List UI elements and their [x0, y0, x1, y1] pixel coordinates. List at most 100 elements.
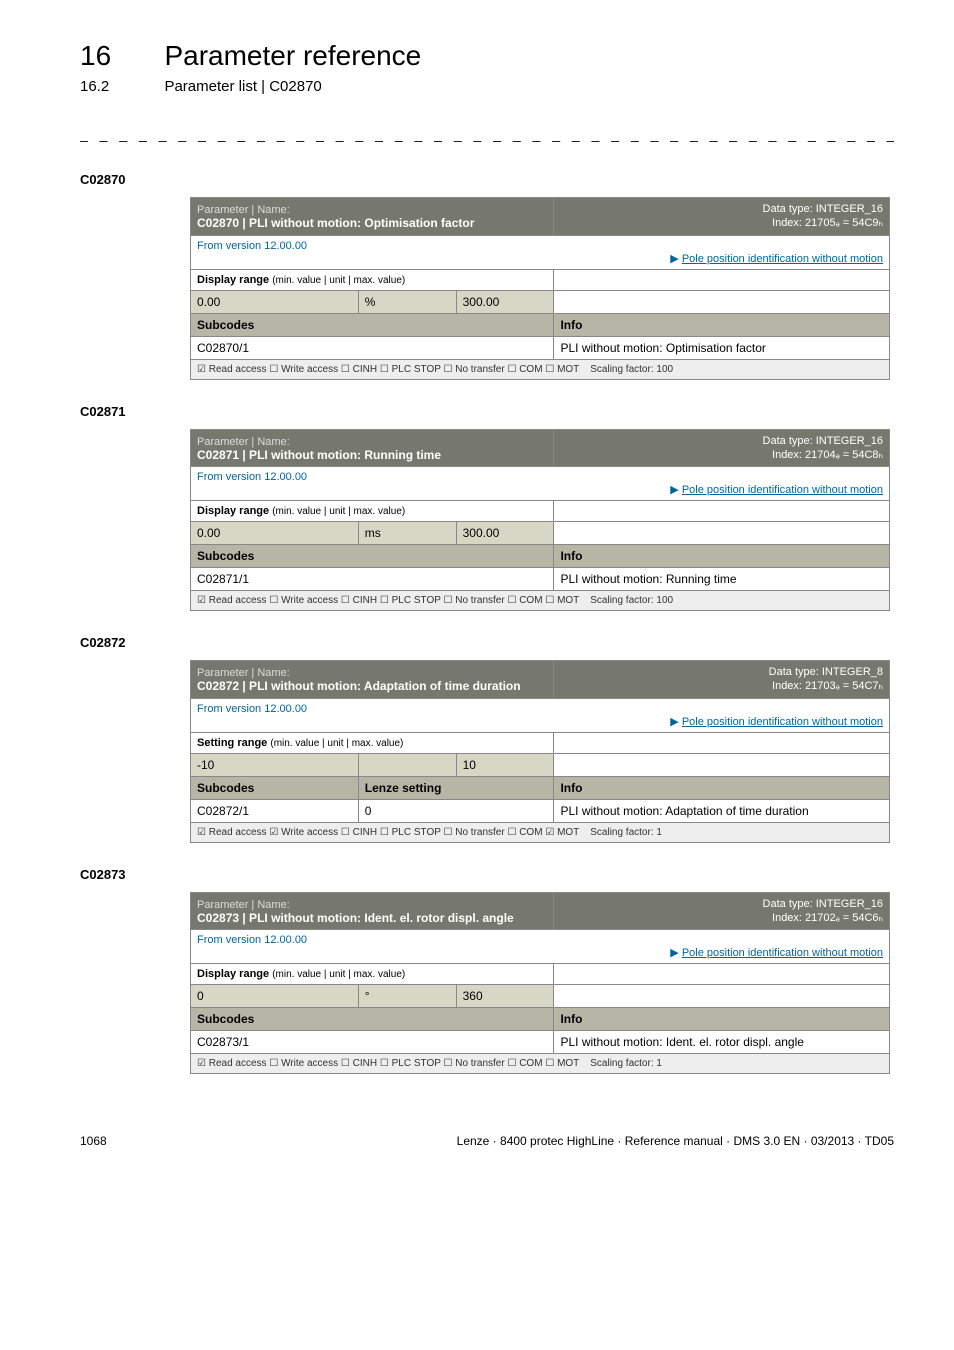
max-value: 10	[456, 753, 554, 776]
subcode: C02873/1	[191, 1031, 554, 1054]
subcode: C02871/1	[191, 568, 554, 591]
name-label: Parameter | Name:	[197, 436, 290, 448]
table-row: 0 ° 360	[191, 985, 890, 1008]
table-row: C02873/1 PLI without motion: Ident. el. …	[191, 1031, 890, 1054]
dtype-line2: Index: 21705ₔ = 54C9ₕ	[772, 217, 883, 229]
min-value: -10	[191, 753, 359, 776]
version-text: From version 12.00.00	[197, 934, 307, 946]
chapter-title: Parameter reference	[164, 40, 421, 72]
range-label: Display range	[197, 505, 269, 517]
subcodes-label: Subcodes	[191, 1008, 554, 1031]
code-name: C02872 | PLI without motion: Adaptation …	[197, 679, 521, 693]
dtype-line1: Data type: INTEGER_16	[763, 898, 883, 910]
min-value: 0	[191, 985, 359, 1008]
range-sub: (min. value | unit | max. value)	[272, 969, 405, 980]
table-row: ☑ Read access ☐ Write access ☐ CINH ☐ PL…	[191, 1054, 890, 1074]
table-row: C02870/1 PLI without motion: Optimisatio…	[191, 336, 890, 359]
table-row: -10 10	[191, 753, 890, 776]
info-label: Info	[554, 776, 890, 799]
code-name: C02871 | PLI without motion: Running tim…	[197, 448, 441, 462]
param-block-C02872: Parameter | Name: C02872 | PLI without m…	[190, 660, 890, 843]
name-label: Parameter | Name:	[197, 899, 290, 911]
param-id-C02871: C02871	[80, 404, 894, 419]
min-value: 0.00	[191, 522, 359, 545]
link-arrow-icon: ▶	[670, 253, 682, 265]
table-row: C02871/1 PLI without motion: Running tim…	[191, 568, 890, 591]
table-row: From version 12.00.00 ▶ Pole position id…	[191, 698, 890, 732]
table-row: C02872/1 0 PLI without motion: Adaptatio…	[191, 799, 890, 822]
range-sub: (min. value | unit | max. value)	[272, 275, 405, 286]
pole-position-link[interactable]: Pole position identification without mot…	[682, 253, 883, 265]
table-header-row: Parameter | Name: C02870 | PLI without m…	[191, 198, 890, 236]
page-number: 1068	[80, 1134, 107, 1148]
range-sub: (min. value | unit | max. value)	[270, 738, 403, 749]
dtype-line1: Data type: INTEGER_16	[763, 203, 883, 215]
range-label: Display range	[197, 274, 269, 286]
table-row: 0.00 ms 300.00	[191, 522, 890, 545]
subcode: C02872/1	[191, 799, 359, 822]
chapter-header: 16 Parameter reference	[80, 40, 894, 72]
scaling-factor: Scaling factor: 100	[590, 364, 673, 375]
unit-value: ms	[358, 522, 456, 545]
version-text: From version 12.00.00	[197, 240, 307, 252]
separator: _ _ _ _ _ _ _ _ _ _ _ _ _ _ _ _ _ _ _ _ …	[80, 126, 894, 142]
link-arrow-icon: ▶	[670, 484, 682, 496]
table-header-row: Parameter | Name: C02871 | PLI without m…	[191, 429, 890, 467]
name-label: Parameter | Name:	[197, 204, 290, 216]
param-id-C02872: C02872	[80, 635, 894, 650]
section-header: 16.2 Parameter list | C02870	[80, 72, 894, 96]
param-id-C02873: C02873	[80, 867, 894, 882]
subcode-desc: PLI without motion: Ident. el. rotor dis…	[554, 1031, 890, 1054]
max-value: 300.00	[456, 522, 554, 545]
info-label: Info	[554, 545, 890, 568]
info-label: Info	[554, 1008, 890, 1031]
subcode-desc: PLI without motion: Optimisation factor	[554, 336, 890, 359]
pole-position-link[interactable]: Pole position identification without mot…	[682, 484, 883, 496]
subcodes-label: Subcodes	[191, 545, 554, 568]
table-row: Subcodes Info	[191, 313, 890, 336]
lenze-label: Lenze setting	[358, 776, 554, 799]
code-name: C02870 | PLI without motion: Optimisatio…	[197, 216, 474, 230]
access-flags: ☑ Read access ☐ Write access ☐ CINH ☐ PL…	[197, 1058, 579, 1069]
range-label: Setting range	[197, 737, 267, 749]
param-block-C02871: Parameter | Name: C02871 | PLI without m…	[190, 429, 890, 612]
link-arrow-icon: ▶	[670, 947, 682, 959]
section-title: Parameter list | C02870	[164, 78, 321, 95]
access-flags: ☑ Read access ☐ Write access ☐ CINH ☐ PL…	[197, 364, 579, 375]
table-row: 0.00 % 300.00	[191, 290, 890, 313]
table-row: ☑ Read access ☐ Write access ☐ CINH ☐ PL…	[191, 359, 890, 379]
table-row: From version 12.00.00 ▶ Pole position id…	[191, 930, 890, 964]
table-row: From version 12.00.00 ▶ Pole position id…	[191, 235, 890, 269]
table-row: Subcodes Info	[191, 545, 890, 568]
pole-position-link[interactable]: Pole position identification without mot…	[682, 947, 883, 959]
subcode-desc: PLI without motion: Adaptation of time d…	[554, 799, 890, 822]
dtype-line2: Index: 21702ₔ = 54C6ₕ	[772, 912, 883, 924]
param-table-C02870: Parameter | Name: C02870 | PLI without m…	[190, 197, 890, 380]
page-footer: 1068 Lenze · 8400 protec HighLine · Refe…	[80, 1134, 894, 1148]
dtype-line1: Data type: INTEGER_8	[769, 666, 883, 678]
param-table-C02872: Parameter | Name: C02872 | PLI without m…	[190, 660, 890, 843]
table-row: ☑ Read access ☑ Write access ☐ CINH ☐ PL…	[191, 822, 890, 842]
scaling-factor: Scaling factor: 100	[590, 595, 673, 606]
page-container: 16 Parameter reference 16.2 Parameter li…	[0, 0, 954, 1188]
dtype-line2: Index: 21703ₔ = 54C7ₕ	[772, 680, 883, 692]
table-header-row: Parameter | Name: C02873 | PLI without m…	[191, 892, 890, 930]
max-value: 360	[456, 985, 554, 1008]
section-number: 16.2	[80, 78, 160, 95]
info-label: Info	[554, 313, 890, 336]
pole-position-link[interactable]: Pole position identification without mot…	[682, 716, 883, 728]
dtype-line2: Index: 21704ₔ = 54C8ₕ	[772, 449, 883, 461]
scaling-factor: Scaling factor: 1	[590, 827, 662, 838]
subcodes-label: Subcodes	[191, 313, 554, 336]
table-row: Display range (min. value | unit | max. …	[191, 964, 890, 985]
version-text: From version 12.00.00	[197, 471, 307, 483]
table-row: Subcodes Info	[191, 1008, 890, 1031]
param-block-C02870: Parameter | Name: C02870 | PLI without m…	[190, 197, 890, 380]
subcode: C02870/1	[191, 336, 554, 359]
dtype-line1: Data type: INTEGER_16	[763, 435, 883, 447]
min-value: 0.00	[191, 290, 359, 313]
range-label: Display range	[197, 968, 269, 980]
table-row: Display range (min. value | unit | max. …	[191, 501, 890, 522]
table-header-row: Parameter | Name: C02872 | PLI without m…	[191, 661, 890, 699]
range-sub: (min. value | unit | max. value)	[272, 506, 405, 517]
